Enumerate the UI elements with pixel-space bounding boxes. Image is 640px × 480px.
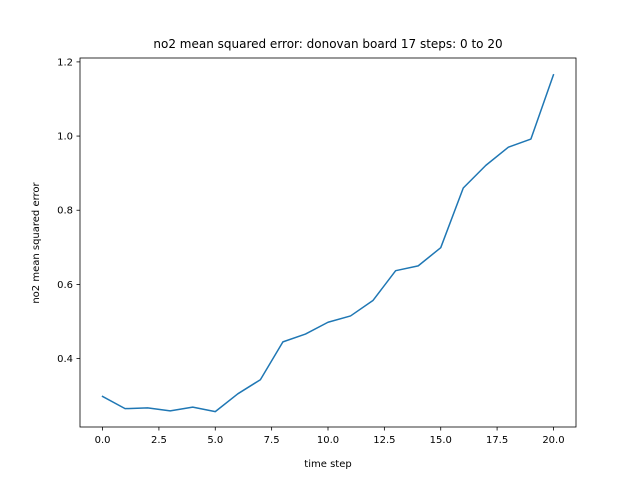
y-tick-label: 0.6 (57, 280, 73, 291)
x-tick-label: 20.0 (542, 435, 564, 446)
x-tick-label: 17.5 (486, 435, 508, 446)
x-axis: 0.0 2.5 5.0 7.5 10.0 12.5 15.0 17.5 20.0 (95, 427, 565, 446)
y-axis-label: no2 mean squared error (31, 181, 42, 303)
plot-frame (79, 57, 577, 428)
y-axis: 0.4 0.6 0.8 1.0 1.2 (57, 57, 80, 365)
x-tick-label: 0.0 (95, 435, 111, 446)
x-tick-label: 2.5 (151, 435, 167, 446)
y-tick-label: 0.8 (57, 206, 73, 217)
x-tick-label: 15.0 (430, 435, 452, 446)
y-tick-label: 0.4 (57, 354, 73, 365)
x-tick-label: 12.5 (373, 435, 395, 446)
x-tick-label: 7.5 (264, 435, 280, 446)
chart-title: no2 mean squared error: donovan board 17… (153, 37, 502, 51)
x-axis-label: time step (304, 459, 351, 470)
x-tick-label: 5.0 (207, 435, 223, 446)
x-tick-label: 10.0 (317, 435, 339, 446)
plot-area (79, 57, 577, 428)
y-tick-label: 1.2 (57, 57, 73, 68)
y-tick-label: 1.0 (57, 132, 73, 143)
series-line-0 (101, 73, 555, 413)
